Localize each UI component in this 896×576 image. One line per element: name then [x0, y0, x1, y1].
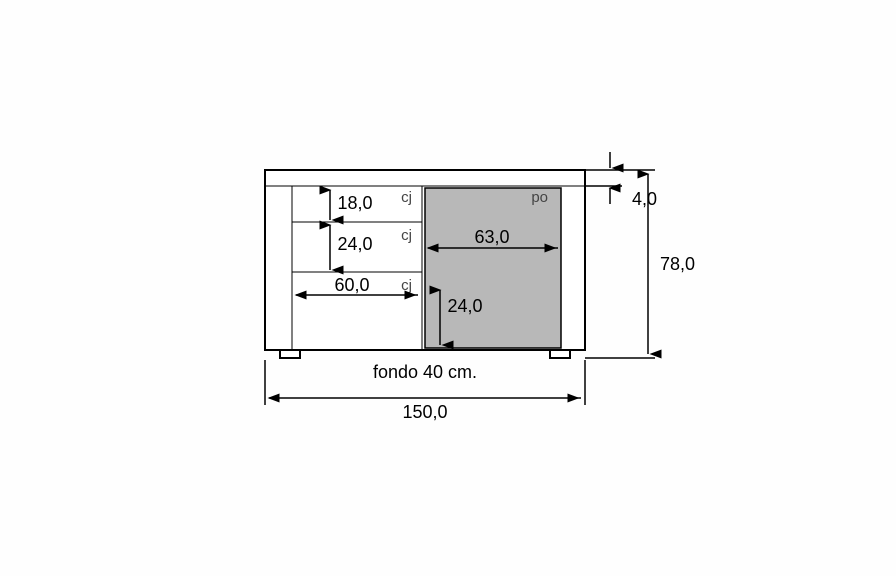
- svg-text:60,0: 60,0: [334, 275, 369, 295]
- drawer-label-1: cj: [401, 189, 412, 206]
- svg-text:24,0: 24,0: [337, 234, 372, 254]
- drawer-label-2: cj: [401, 227, 412, 244]
- svg-text:78,0: 78,0: [660, 254, 695, 274]
- svg-text:24,0: 24,0: [447, 296, 482, 316]
- door-label: po: [531, 189, 548, 206]
- svg-text:150,0: 150,0: [402, 402, 447, 422]
- dim-total-width: 150,0: [269, 398, 581, 422]
- dim-depth: fondo 40 cm.: [373, 362, 477, 382]
- drawer-label-3: cj: [401, 277, 412, 294]
- furniture-dimension-diagram: cj cj cj po 18,0 24,0 60,0 63,0 24,0 4,0: [0, 0, 896, 576]
- svg-text:4,0: 4,0: [632, 189, 657, 209]
- plinth-left: [280, 350, 300, 358]
- plinth-right: [550, 350, 570, 358]
- dim-top-thickness: 4,0: [610, 152, 657, 209]
- svg-text:18,0: 18,0: [337, 193, 372, 213]
- svg-text:63,0: 63,0: [474, 227, 509, 247]
- door-panel: [425, 188, 561, 348]
